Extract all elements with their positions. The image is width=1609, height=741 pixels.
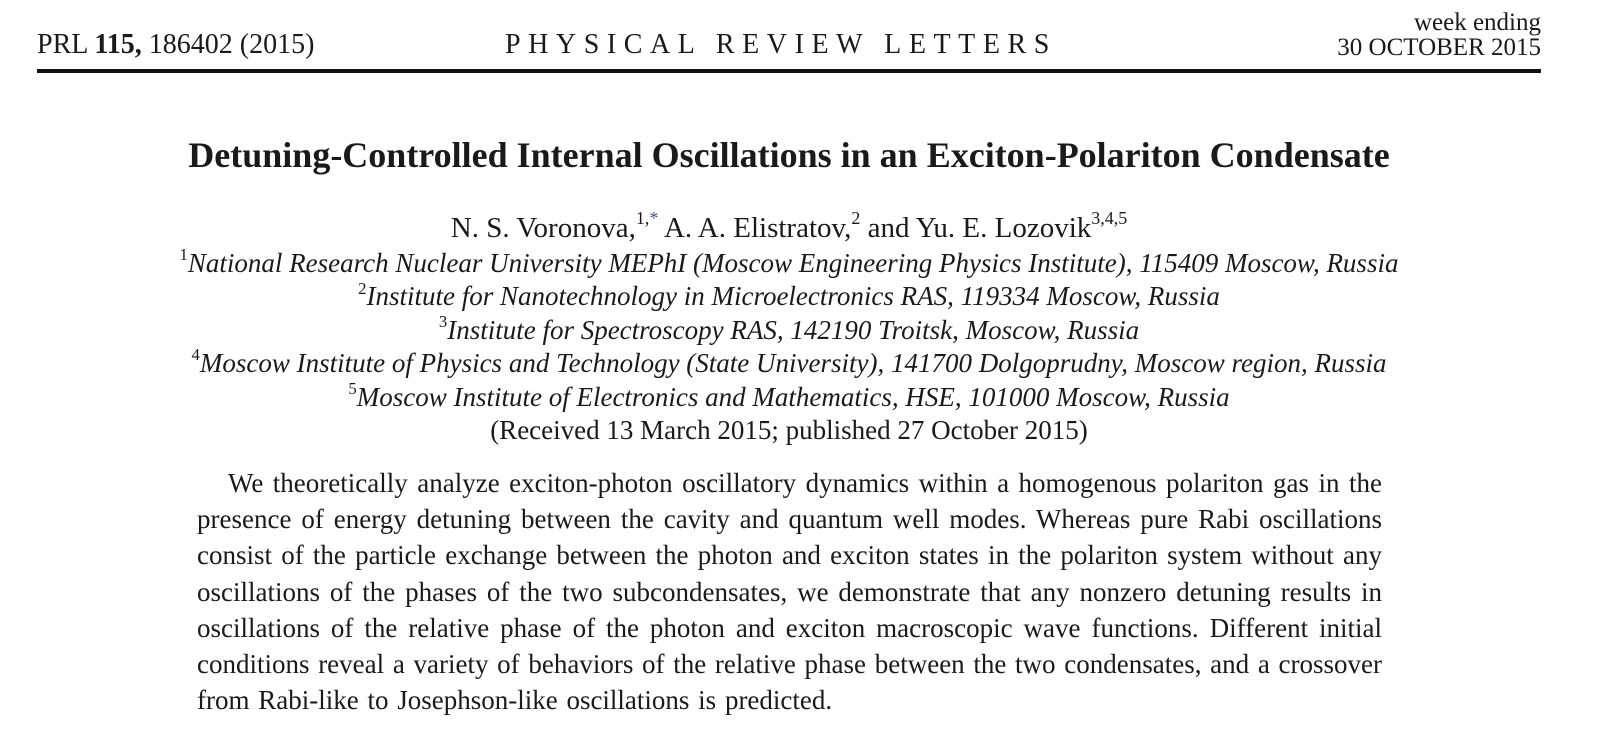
affiliation-number: 2	[358, 278, 367, 298]
affiliation-number: 4	[191, 345, 200, 365]
authors: N. S. Voronova,1,* A. A. Elistratov,2 an…	[0, 208, 1578, 251]
affil-ref: 1,	[635, 208, 650, 229]
abstract-line: conditions reveal a variety of behaviors…	[197, 649, 1382, 679]
affil-ref: 2	[851, 208, 861, 229]
citation: 186402 (2015)	[148, 29, 315, 60]
affiliation-number: 3	[438, 312, 448, 332]
author-sup: 3,4,5	[1091, 208, 1127, 228]
author-name: N. S. Voronova,	[450, 212, 636, 244]
date: 30 OCTOBER 2015	[1337, 34, 1541, 61]
received-line: (Received 13 March 2015; published 27 Oc…	[490, 415, 1088, 445]
week-label: week ending	[1413, 9, 1541, 36]
affiliation: 4Moscow Institute of Physics and Technol…	[0, 345, 1578, 383]
affil-ref: 3,4,5	[1091, 208, 1128, 229]
affiliation-number: 5	[348, 378, 357, 398]
affiliation-text: Institute for Spectroscopy RAS, 142190 T…	[447, 314, 1140, 345]
abstract-line: oscillations of the phases of the two su…	[197, 576, 1382, 607]
affiliation: 1National Research Nuclear University ME…	[0, 245, 1578, 283]
affiliation-text: National Research Nuclear University MEP…	[187, 248, 1399, 278]
journal-prefix: PRL	[37, 29, 88, 60]
author-sup: 2	[851, 208, 860, 228]
author-name: Yu. E. Lozovik	[915, 212, 1092, 244]
affiliation-text: Institute for Nanotechnology in Microele…	[366, 281, 1220, 312]
abstract-line: oscillations of the relative phase of th…	[197, 612, 1382, 643]
affiliation: 5Moscow Institute of Electronics and Mat…	[0, 378, 1578, 417]
affiliation-number: 1	[179, 245, 188, 265]
affiliation: 3Institute for Spectroscopy RAS, 142190 …	[0, 312, 1578, 350]
affiliation: 2Institute for Nanotechnology in Microel…	[0, 278, 1578, 316]
issue-date: week ending 30 OCTOBER 2015	[1337, 10, 1541, 60]
header-rule	[37, 69, 1541, 73]
abstract-line: presence of energy detuning between the …	[197, 504, 1382, 535]
abstract-line: We theoretically analyze exciton-photon …	[228, 468, 1382, 498]
abstract-line: from Rabi-like to Josephson-like oscilla…	[197, 685, 833, 716]
abstract-line: consist of the particle exchange between…	[197, 540, 1382, 571]
paper-title: Detuning-Controlled Internal Oscillation…	[188, 135, 1390, 175]
author-sup: 1,*	[636, 208, 658, 228]
volume: 115,	[94, 29, 142, 60]
author-name: A. A. Elistratov,	[663, 212, 852, 244]
affiliation-text: Moscow Institute of Physics and Technolo…	[199, 348, 1387, 379]
conjunction: and	[867, 212, 910, 244]
affiliation-text: Moscow Institute of Electronics and Math…	[356, 381, 1230, 412]
journal-ref: PRL 115, 186402 (2015)	[37, 28, 314, 62]
note-ref: *	[649, 208, 659, 229]
journal-name: PHYSICAL REVIEW LETTERS	[505, 29, 1057, 60]
